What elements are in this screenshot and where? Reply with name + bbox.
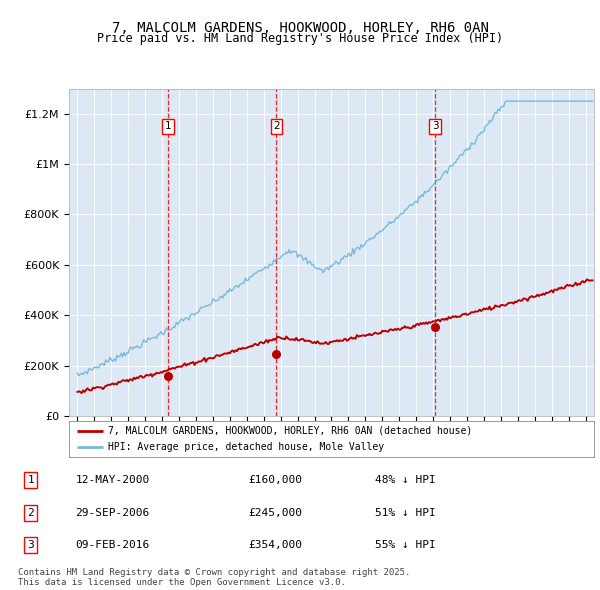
Text: 48% ↓ HPI: 48% ↓ HPI <box>375 475 436 485</box>
Text: £354,000: £354,000 <box>248 540 302 550</box>
Text: 55% ↓ HPI: 55% ↓ HPI <box>375 540 436 550</box>
Text: 1: 1 <box>165 122 172 132</box>
Text: 7, MALCOLM GARDENS, HOOKWOOD, HORLEY, RH6 0AN: 7, MALCOLM GARDENS, HOOKWOOD, HORLEY, RH… <box>112 21 488 35</box>
Text: 7, MALCOLM GARDENS, HOOKWOOD, HORLEY, RH6 0AN (detached house): 7, MALCOLM GARDENS, HOOKWOOD, HORLEY, RH… <box>109 425 473 435</box>
Text: 1: 1 <box>27 475 34 485</box>
Text: Price paid vs. HM Land Registry's House Price Index (HPI): Price paid vs. HM Land Registry's House … <box>97 32 503 45</box>
Text: 2: 2 <box>273 122 280 132</box>
Text: 29-SEP-2006: 29-SEP-2006 <box>76 508 150 517</box>
Text: 3: 3 <box>27 540 34 550</box>
Text: HPI: Average price, detached house, Mole Valley: HPI: Average price, detached house, Mole… <box>109 442 385 453</box>
Text: 09-FEB-2016: 09-FEB-2016 <box>76 540 150 550</box>
Text: £245,000: £245,000 <box>248 508 302 517</box>
Text: 2: 2 <box>27 508 34 517</box>
Text: 51% ↓ HPI: 51% ↓ HPI <box>375 508 436 517</box>
Text: 12-MAY-2000: 12-MAY-2000 <box>76 475 150 485</box>
Text: £160,000: £160,000 <box>248 475 302 485</box>
Text: Contains HM Land Registry data © Crown copyright and database right 2025.
This d: Contains HM Land Registry data © Crown c… <box>18 568 410 587</box>
Text: 3: 3 <box>431 122 438 132</box>
